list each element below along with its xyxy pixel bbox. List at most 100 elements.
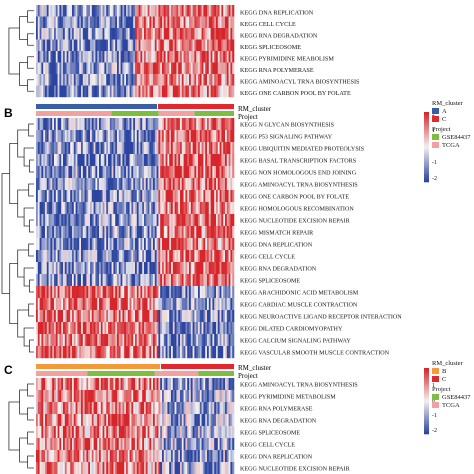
heatmap-cell: [46, 438, 49, 451]
heatmap-cell: [106, 378, 109, 391]
dendrogram-branch: [19, 389, 28, 415]
heatmap-cell: [86, 274, 89, 287]
heatmap-cell: [81, 426, 84, 439]
heatmap-cell: [153, 390, 156, 403]
heatmap-cell: [127, 238, 130, 251]
heatmap-cell: [214, 414, 217, 427]
heatmap-cell: [115, 238, 118, 251]
heatmap-cell: [118, 74, 121, 86]
heatmap-cell: [120, 274, 123, 287]
heatmap-cell: [64, 238, 67, 251]
heatmap-cell: [203, 262, 206, 275]
heatmap-cell: [131, 5, 134, 17]
heatmap-cell: [39, 214, 42, 227]
heatmap-cell: [77, 178, 80, 191]
heatmap-cell: [178, 202, 181, 215]
heatmap-cell: [50, 346, 53, 359]
heatmap-cell: [160, 85, 163, 98]
heatmap-cell: [219, 178, 222, 191]
heatmap-cell: [192, 154, 195, 167]
heatmap-cell: [176, 322, 179, 335]
heatmap-cell: [59, 214, 62, 227]
heatmap-cell: [212, 226, 215, 239]
heatmap-cell: [169, 402, 172, 415]
heatmap-cell: [185, 298, 188, 311]
heatmap-cell: [140, 85, 143, 98]
heatmap-cell: [187, 154, 190, 167]
heatmap-cell: [117, 202, 120, 215]
heatmap-cell: [91, 16, 94, 29]
heatmap-cell: [210, 450, 213, 463]
heatmap-cell: [171, 238, 174, 251]
heatmap-cell: [72, 334, 75, 347]
heatmap-cell: [64, 28, 67, 40]
heatmap-cell: [73, 214, 76, 227]
heatmap-cell: [216, 322, 219, 335]
heatmap-cell: [167, 226, 170, 239]
heatmap-cell: [99, 5, 102, 17]
heatmap-cell: [163, 16, 166, 29]
heatmap-cell: [39, 85, 42, 98]
heatmap-cell: [219, 286, 222, 299]
heatmap-cell: [52, 450, 55, 463]
heatmap-cell: [198, 118, 201, 131]
heatmap-cell: [207, 166, 210, 179]
heatmap-cell: [162, 74, 165, 86]
heatmap-cell: [45, 166, 48, 179]
heatmap-cell: [131, 322, 134, 335]
heatmap-cell: [181, 346, 184, 359]
heatmap-cell: [68, 250, 71, 263]
heatmap-cell: [160, 334, 163, 347]
heatmap-cell: [178, 238, 181, 251]
heatmap-cell: [203, 414, 206, 427]
heatmap-cell: [210, 426, 213, 439]
heatmap-cell: [172, 5, 175, 17]
heatmap-cell: [156, 414, 159, 427]
heatmap-cell: [59, 322, 62, 335]
heatmap-cell: [72, 178, 75, 191]
heatmap-cell: [149, 346, 152, 359]
heatmap-cell: [214, 378, 217, 391]
heatmap-cell: [201, 286, 204, 299]
heatmap-cell: [221, 118, 224, 131]
heatmap-cell: [225, 462, 228, 474]
heatmap-cell: [181, 298, 184, 311]
heatmap-cell: [144, 310, 147, 323]
heatmap-cell: [117, 414, 120, 427]
heatmap-cell: [97, 142, 100, 155]
heatmap-cell: [79, 334, 82, 347]
heatmap-cell: [70, 378, 73, 391]
heatmap-cell: [158, 5, 161, 17]
heatmap-cell: [100, 214, 103, 227]
heatmap-cell: [187, 85, 190, 98]
heatmap-cell: [77, 51, 80, 63]
heatmap-cell: [160, 62, 163, 75]
heatmap-cell: [151, 274, 154, 287]
heatmap-cell: [117, 310, 120, 323]
heatmap-cell: [63, 274, 66, 287]
heatmap-cell: [43, 214, 46, 227]
heatmap-cell: [41, 85, 44, 98]
heatmap-cell: [165, 5, 168, 17]
heatmap-cell: [41, 274, 44, 287]
heatmap-cell: [86, 438, 89, 451]
heatmap-cell: [124, 28, 127, 40]
heatmap-cell: [167, 74, 170, 86]
heatmap-cell: [108, 130, 111, 143]
heatmap-cell: [201, 118, 204, 131]
heatmap-cell: [91, 190, 94, 203]
heatmap-cell: [190, 190, 193, 203]
heatmap-cell: [172, 202, 175, 215]
heatmap-cell: [50, 322, 53, 335]
heatmap-cell: [36, 390, 39, 403]
heatmap-cell: [84, 28, 87, 40]
heatmap-cell: [158, 322, 161, 335]
heatmap-cell: [129, 378, 132, 391]
legend-label: C: [442, 116, 446, 123]
heatmap-cell: [165, 378, 168, 391]
heatmap-cell: [194, 178, 197, 191]
heatmap-cell: [156, 28, 159, 40]
heatmap-cell: [124, 130, 127, 143]
heatmap-cell: [178, 378, 181, 391]
heatmap-cell: [57, 16, 60, 29]
